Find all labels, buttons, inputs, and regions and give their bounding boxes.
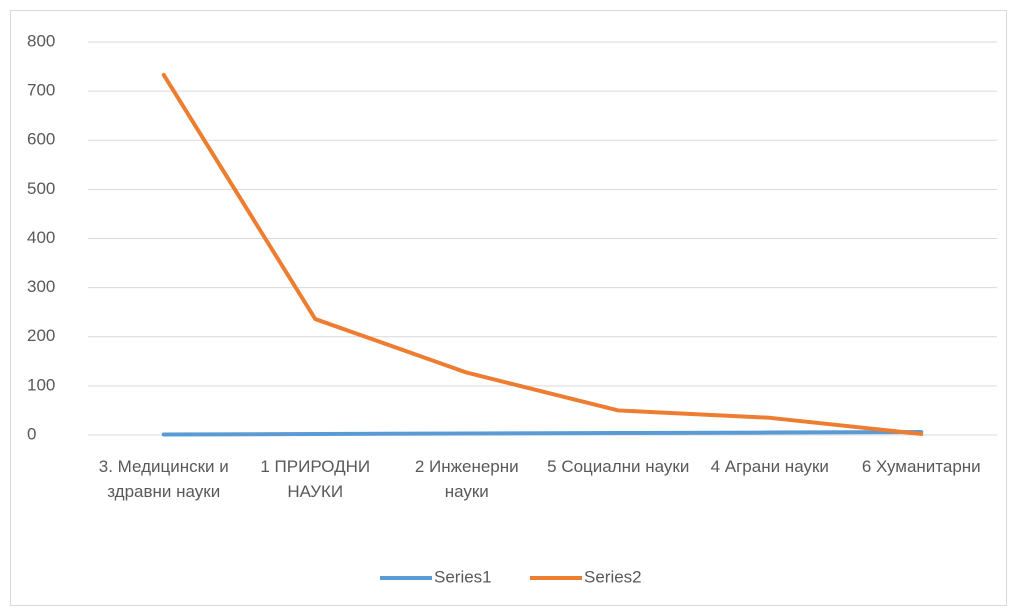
y-tick-label: 400 (27, 228, 55, 247)
y-tick-label: 300 (27, 277, 55, 296)
y-tick-label: 800 (27, 31, 55, 50)
legend-label: Series2 (584, 567, 642, 586)
chart-border (10, 10, 1007, 606)
y-tick-label: 100 (27, 375, 55, 394)
x-tick-label: 1 ПРИРОДНИ НАУКИ (260, 457, 371, 501)
series-line (161, 430, 924, 437)
x-tick-label: 5 Социални науки (547, 457, 690, 476)
legend-label: Series1 (434, 567, 492, 586)
series-line (161, 72, 924, 437)
y-tick-label: 700 (27, 81, 55, 100)
y-tick-label: 500 (27, 179, 55, 198)
y-tick-label: 600 (27, 130, 55, 149)
y-tick-label: 200 (27, 326, 55, 345)
x-tick-label: 6 Хуманитарни (861, 457, 981, 476)
x-tick-label: 2 Инженерни науки (414, 457, 519, 501)
x-tick-label: 4 Аграни науки (710, 457, 829, 476)
x-tick-label: 3. Медицински и здравни науки (98, 457, 229, 501)
y-tick-label: 0 (27, 424, 36, 443)
